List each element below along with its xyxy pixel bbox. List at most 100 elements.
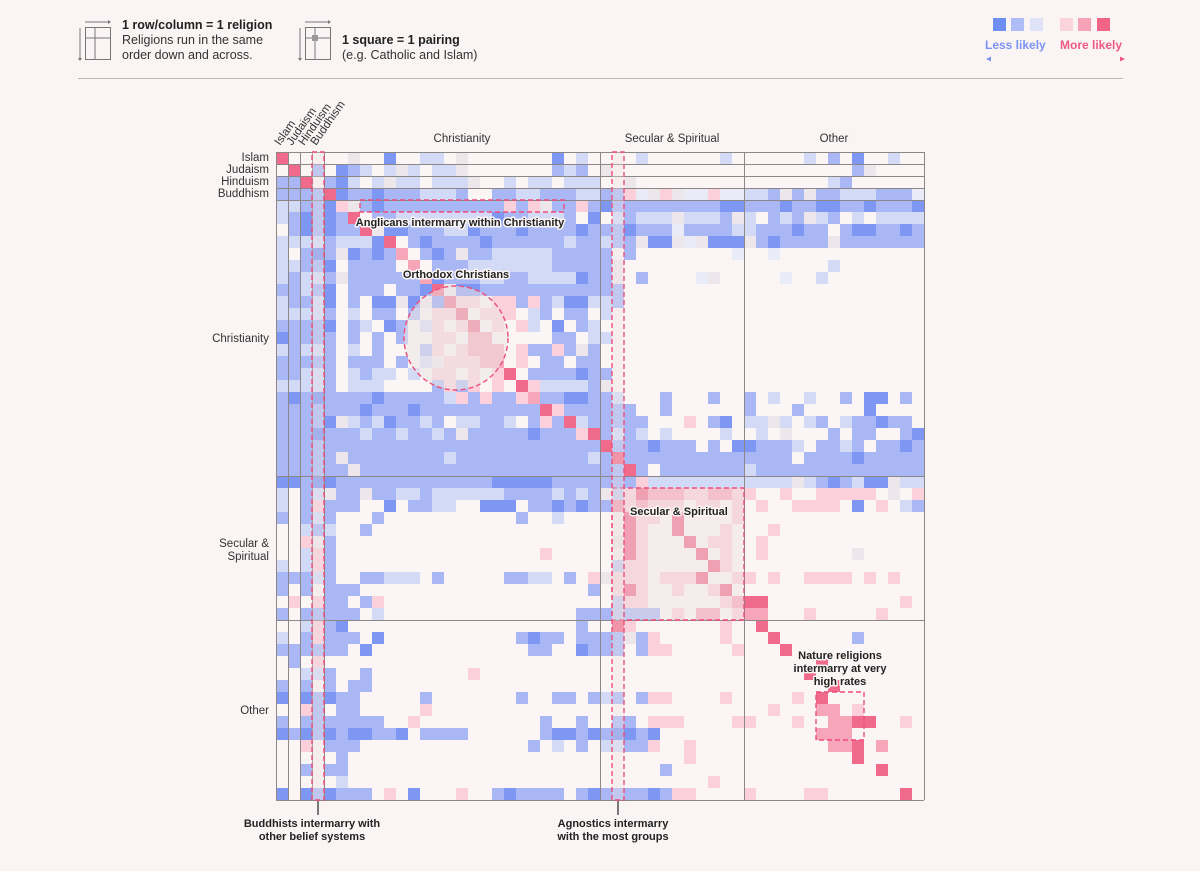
heatmap-cell: [588, 284, 600, 296]
annotation-orthodox-text: Orthodox Christians: [403, 269, 509, 281]
heatmap-cell: [504, 284, 516, 296]
heatmap-cell: [900, 188, 912, 200]
heatmap-cell: [552, 464, 564, 476]
heatmap-cell: [360, 416, 372, 428]
heatmap-cell: [324, 584, 336, 596]
heatmap-cell: [708, 476, 720, 488]
heatmap-cell: [312, 464, 324, 476]
heatmap-cell: [900, 392, 912, 404]
heatmap-cell: [660, 476, 672, 488]
heatmap-cell: [612, 788, 624, 800]
heatmap-cell: [588, 176, 600, 188]
heatmap-cell: [336, 644, 348, 656]
heatmap-cell: [768, 476, 780, 488]
heatmap-cell: [600, 452, 612, 464]
heatmap-cell: [516, 452, 528, 464]
heatmap-cell: [528, 308, 540, 320]
heatmap-cell: [312, 260, 324, 272]
heatmap-cell: [348, 248, 360, 260]
heatmap-cell: [372, 416, 384, 428]
heatmap-cell: [552, 512, 564, 524]
heatmap-cell: [432, 152, 444, 164]
heatmap-cell: [588, 380, 600, 392]
heatmap-cell: [780, 224, 792, 236]
heatmap-cell: [600, 428, 612, 440]
heatmap-cell: [600, 608, 612, 620]
heatmap-cell: [816, 728, 828, 740]
heatmap-cell: [876, 464, 888, 476]
heatmap-cell: [600, 200, 612, 212]
heatmap-cell: [852, 416, 864, 428]
heatmap-cell: [588, 608, 600, 620]
heatmap-cell: [864, 572, 876, 584]
heatmap-cell: [732, 464, 744, 476]
heatmap-cell: [348, 224, 360, 236]
swatch-more-1: [1060, 18, 1073, 31]
heatmap-cell: [468, 392, 480, 404]
heatmap-cell: [900, 212, 912, 224]
legend-row-column: 1 row/column = 1 religion Religions run …: [78, 18, 272, 64]
heatmap-cell: [444, 488, 456, 500]
heatmap-cell: [288, 164, 300, 176]
heatmap-cell: [804, 392, 816, 404]
heatmap-cell: [312, 380, 324, 392]
heatmap-cell: [432, 212, 444, 224]
heatmap-cell: [312, 512, 324, 524]
heatmap-cell: [288, 416, 300, 428]
heatmap-cell: [336, 764, 348, 776]
heatmap-cell: [588, 584, 600, 596]
heatmap-cell: [816, 236, 828, 248]
heatmap-cell: [348, 332, 360, 344]
heatmap-cell: [276, 584, 288, 596]
heatmap-cell: [696, 188, 708, 200]
heatmap-cell: [384, 500, 396, 512]
heatmap-cell: [588, 332, 600, 344]
heatmap-cell: [804, 416, 816, 428]
heatmap-cell: [840, 488, 852, 500]
heatmap-cell: [300, 320, 312, 332]
heatmap-cell: [336, 452, 348, 464]
heatmap-cell: [528, 224, 540, 236]
heatmap-cell: [660, 236, 672, 248]
heatmap-cell: [516, 632, 528, 644]
heatmap-cell: [276, 644, 288, 656]
heatmap-cell: [432, 272, 444, 284]
heatmap-cell: [360, 356, 372, 368]
heatmap-cell: [624, 620, 636, 632]
heatmap-cell: [300, 392, 312, 404]
heatmap-cell: [300, 788, 312, 800]
heatmap-cell: [720, 560, 732, 572]
heatmap-cell: [600, 464, 612, 476]
heatmap-cell: [636, 608, 648, 620]
heatmap-cell: [888, 440, 900, 452]
heatmap-cell: [432, 428, 444, 440]
heatmap-cell: [432, 440, 444, 452]
heatmap-cell: [312, 728, 324, 740]
heatmap-cell: [792, 236, 804, 248]
heatmap-cell: [372, 332, 384, 344]
heatmap-cell: [708, 236, 720, 248]
heatmap-cell: [876, 452, 888, 464]
heatmap-cell: [324, 728, 336, 740]
heatmap-cell: [672, 572, 684, 584]
heatmap-cell: [408, 476, 420, 488]
heatmap-cell: [732, 476, 744, 488]
heatmap-cell: [636, 152, 648, 164]
heatmap-cell: [912, 452, 924, 464]
heatmap-cell: [624, 188, 636, 200]
heatmap-cell: [528, 200, 540, 212]
row-label-judaism: Judaism: [226, 164, 269, 176]
heatmap-cell: [300, 464, 312, 476]
heatmap-cell: [444, 260, 456, 272]
scale-arrows: [986, 56, 1125, 62]
heatmap-cell: [420, 692, 432, 704]
heatmap-cell: [804, 788, 816, 800]
heatmap-cell: [444, 164, 456, 176]
heatmap-cell: [732, 200, 744, 212]
heatmap-cell: [540, 416, 552, 428]
heatmap-cell: [408, 452, 420, 464]
heatmap-cell: [300, 620, 312, 632]
heatmap-cell: [624, 572, 636, 584]
heatmap-cell: [336, 164, 348, 176]
heatmap-cell: [360, 428, 372, 440]
